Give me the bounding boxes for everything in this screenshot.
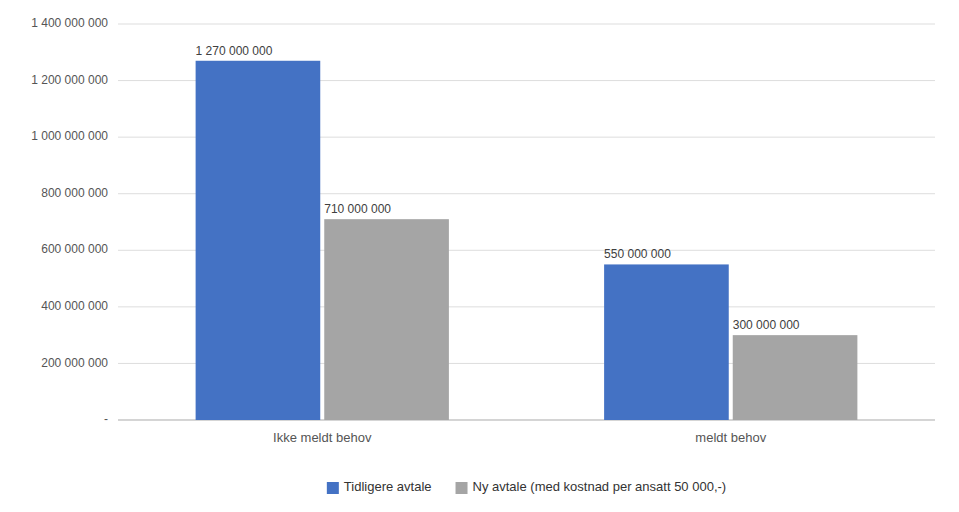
legend-label: Tidligere avtale <box>344 479 432 494</box>
y-axis: - 200 000 000 400 000 000 600 000 000 800 00… <box>31 16 108 426</box>
y-tick-label: 1 200 000 000 <box>31 73 108 87</box>
y-tick-label: 600 000 000 <box>41 242 108 256</box>
bar <box>604 264 729 420</box>
legend-swatch <box>456 482 468 494</box>
bar <box>733 335 858 420</box>
legend-item: Ny avtale (med kostnad per ansatt 50 000… <box>456 479 727 494</box>
legend-item: Tidligere avtale <box>327 479 432 494</box>
data-label: 710 000 000 <box>324 202 391 216</box>
data-label: 1 270 000 000 <box>196 44 273 58</box>
y-tick-label: - <box>104 412 108 426</box>
bar <box>324 219 449 420</box>
chart-container: - 200 000 000 400 000 000 600 000 000 800 00… <box>0 0 959 512</box>
legend: Tidligere avtale Ny avtale (med kostnad p… <box>327 479 726 494</box>
y-tick-label: 800 000 000 <box>41 186 108 200</box>
grid-line <box>118 24 935 25</box>
y-tick-label: 200 000 000 <box>41 356 108 370</box>
data-labels: 1 270 000 000 550 000 000 710 000 000 300 0… <box>196 44 800 332</box>
x-tick-label: meldt behov <box>695 430 766 445</box>
data-label: 550 000 000 <box>604 247 671 261</box>
bars <box>196 61 858 420</box>
grid <box>118 24 935 420</box>
chart-svg: - 200 000 000 400 000 000 600 000 000 800 00… <box>0 0 959 512</box>
y-tick-label: 1 000 000 000 <box>31 129 108 143</box>
data-label: 300 000 000 <box>733 318 800 332</box>
legend-swatch <box>327 482 339 494</box>
y-tick-label: 1 400 000 000 <box>31 16 108 30</box>
legend-label: Ny avtale (med kostnad per ansatt 50 000… <box>473 479 727 494</box>
y-tick-label: 400 000 000 <box>41 299 108 313</box>
x-axis: Ikke meldt behov meldt behov <box>273 430 767 445</box>
x-tick-label: Ikke meldt behov <box>273 430 372 445</box>
bar <box>196 61 321 420</box>
